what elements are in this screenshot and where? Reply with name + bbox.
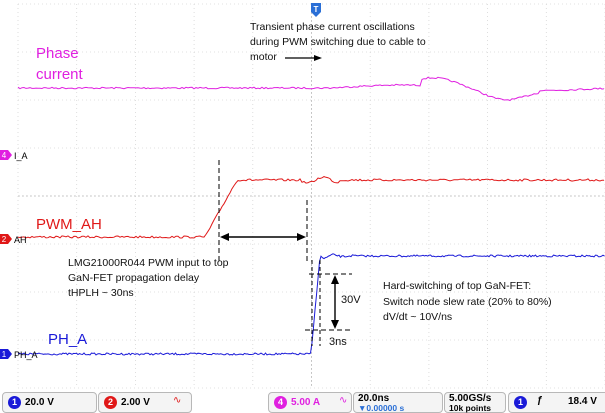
waveform-traces <box>17 76 605 356</box>
delay-text-2: GaN-FET propagation delay <box>68 272 200 284</box>
ch1-scale-box[interactable]: 1 20.0 V <box>2 392 97 413</box>
bandwidth-limit-icon: ∿ <box>173 395 182 406</box>
ch4-scale: 5.00 A <box>291 397 321 408</box>
ch1-marker[interactable]: 1 <box>0 349 12 359</box>
oscillation-annotation: Transient phase current oscillations dur… <box>250 21 426 63</box>
ch4-bandwidth-icon: ∿ <box>339 395 348 406</box>
ch2-ref-label: AH <box>14 235 27 245</box>
timebase: 20.0ns <box>358 393 390 404</box>
trigger-level: 18.4 V <box>568 396 597 407</box>
ph-a-label: PH_A <box>48 331 87 348</box>
phase-current-trace <box>17 76 605 102</box>
ch1-badge: 1 <box>8 396 21 409</box>
delay-text-1: LMG21000R044 PWM input to top <box>68 257 229 269</box>
ch2-badge: 2 <box>104 396 117 409</box>
ch4-marker[interactable]: 4 <box>0 150 12 160</box>
trigger-box[interactable]: 1 ƒ 18.4 V <box>508 392 605 413</box>
oscillation-text-3: motor <box>250 51 277 63</box>
phase-current-label-2: current <box>36 66 84 83</box>
oscillation-text-2: during PWM switching due to cable to <box>250 36 426 48</box>
ch1-ref-label: PH_A <box>14 350 38 360</box>
hard-switch-text-1: Hard-switching of top GaN-FET: <box>383 280 531 292</box>
sample-rate: 5.00GS/s <box>449 393 492 404</box>
svg-text:T: T <box>314 5 319 14</box>
ch4-scale-box[interactable]: 4 5.00 A ∿ <box>268 392 352 413</box>
phase-current-label: Phase <box>36 45 79 62</box>
graticule <box>17 3 605 389</box>
ch2-scale-box[interactable]: 2 2.00 V ∿ <box>98 392 192 413</box>
pwm-ah-trace <box>17 176 605 239</box>
trigger-position: ▼0.00000 s <box>358 403 405 413</box>
ph-a-trace <box>17 253 605 356</box>
voltage-label: 30V <box>341 294 361 306</box>
svg-text:2: 2 <box>2 235 7 244</box>
status-bar: 1 20.0 V 2 2.00 V ∿ 4 5.00 A ∿ 20.0ns ▼0.00… <box>0 390 605 413</box>
trigger-source-badge: 1 <box>514 396 527 409</box>
oscillation-arrowhead <box>314 55 322 61</box>
timebase-box[interactable]: 20.0ns ▼0.00000 s <box>353 392 443 413</box>
trigger-slope-icon: ƒ <box>537 395 543 406</box>
ch2-scale: 2.00 V <box>121 397 150 408</box>
time-label: 3ns <box>329 336 347 348</box>
ch2-marker[interactable]: 2 <box>0 234 12 244</box>
ch4-ref-label: I_A <box>14 151 28 161</box>
ch1-scale: 20.0 V <box>25 397 54 408</box>
svg-text:4: 4 <box>2 151 7 160</box>
acquisition-box[interactable]: 5.00GS/s 10k points <box>444 392 506 413</box>
ch4-badge: 4 <box>274 396 287 409</box>
pwm-ah-label: PWM_AH <box>36 216 102 233</box>
trigger-position-marker[interactable]: T <box>311 3 321 17</box>
hard-switch-text-2: Switch node slew rate (20% to 80%) <box>383 296 552 308</box>
hard-switch-text-3: dV/dt ~ 10V/ns <box>383 311 452 323</box>
delay-text-3: tHPLH ~ 30ns <box>68 287 134 299</box>
record-length: 10k points <box>449 403 492 413</box>
svg-text:1: 1 <box>2 350 7 359</box>
oscillation-text-1: Transient phase current oscillations <box>250 21 415 33</box>
